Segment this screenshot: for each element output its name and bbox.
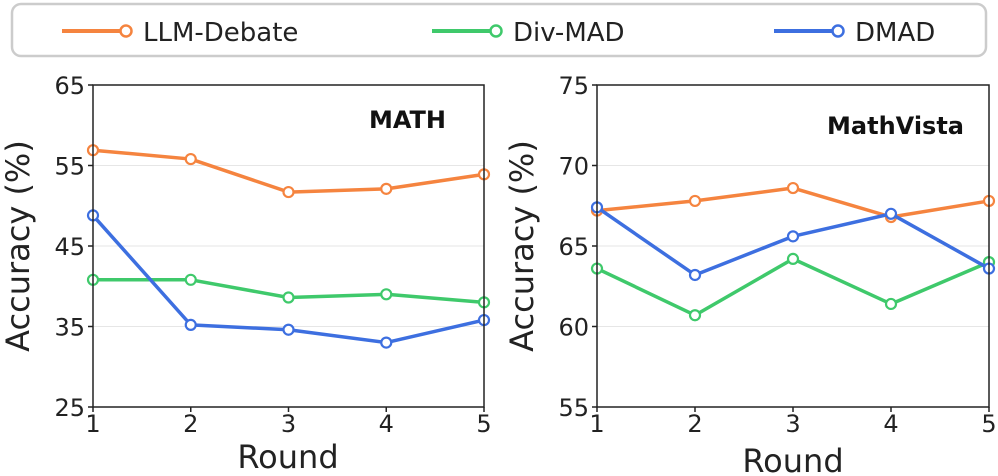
y-tick-label-mathvista-55: 55 (558, 394, 589, 422)
x-axis-label-mathvista: Round (742, 442, 843, 476)
legend-label-llm-debate: LLM-Debate (143, 18, 298, 48)
data-point-math-div-mad-round-4 (380, 288, 393, 301)
data-point-math-dmad-round-4 (380, 336, 393, 349)
legend-entry-llm-debate: LLM-Debate (62, 18, 298, 48)
y-tick-label-math-35: 35 (54, 314, 85, 342)
x-tick-label-mathvista-2: 2 (687, 410, 702, 438)
data-point-math-llm-debate-round-2 (184, 152, 197, 166)
data-point-mathvista-dmad-round-4 (884, 207, 898, 220)
legend-entry-dmad: DMAD (774, 18, 935, 48)
panel-title-mathvista: MathVista (827, 112, 964, 140)
series-math (86, 144, 491, 349)
data-point-mathvista-dmad-round-3 (786, 230, 800, 243)
x-axis-label-math: Round (237, 438, 338, 476)
data-point-mathvista-div-mad-round-3 (786, 252, 800, 265)
y-tick-label-mathvista-70: 70 (558, 153, 589, 181)
data-point-math-llm-debate-round-4 (380, 182, 393, 195)
y-tick-label-math-55: 55 (54, 153, 85, 181)
panel-mathvista: 55 60 65 70 75 1 2 3 4 5 MathVista Round Accuracy… (503, 72, 997, 476)
x-tick-label-math-4: 4 (379, 410, 394, 438)
data-point-math-dmad-round-3 (282, 323, 295, 336)
data-point-math-div-mad-round-3 (282, 291, 295, 304)
data-point-math-llm-debate-round-3 (282, 185, 295, 199)
series-mathvista (590, 181, 996, 322)
x-tick-label-math-3: 3 (281, 410, 296, 438)
y-tick-label-mathvista-75: 75 (558, 72, 589, 100)
legend-label-dmad: DMAD (855, 18, 935, 48)
x-tick-label-math-2: 2 (183, 410, 198, 438)
x-tick-label-mathvista-5: 5 (981, 410, 996, 438)
legend-marker-div-mad (489, 24, 503, 38)
x-tick-label-mathvista-1: 1 (589, 410, 604, 438)
data-point-mathvista-dmad-round-2 (688, 268, 702, 282)
y-axis-label-mathvista: Accuracy (%) (503, 140, 541, 352)
y-tick-label-math-65: 65 (54, 72, 85, 100)
x-tick-label-mathvista-3: 3 (785, 410, 800, 438)
panel-title-math: MATH (369, 106, 446, 134)
legend: LLM-Debate Div-MAD DMAD (10, 2, 988, 58)
x-tick-label-math-5: 5 (476, 410, 491, 438)
data-point-mathvista-llm-debate-round-2 (688, 194, 702, 208)
legend-marker-llm-debate (119, 24, 133, 38)
y-tick-label-math-45: 45 (54, 233, 85, 261)
legend-marker-dmad (831, 24, 845, 38)
data-point-mathvista-div-mad-round-2 (688, 309, 702, 322)
y-axis-label-math: Accuracy (%) (0, 140, 37, 352)
data-point-math-div-mad-round-2 (184, 273, 197, 286)
ticks-mathvista: 55 60 65 70 75 1 2 3 4 5 (558, 72, 996, 438)
data-point-math-dmad-round-2 (184, 318, 197, 331)
data-point-mathvista-llm-debate-round-3 (786, 181, 800, 195)
y-tick-label-math-25: 25 (54, 394, 85, 422)
y-tick-label-mathvista-60: 60 (558, 314, 589, 342)
legend-entry-div-mad: Div-MAD (432, 18, 625, 48)
gridlines-mathvista (597, 165, 989, 327)
x-tick-label-math-1: 1 (85, 410, 100, 438)
x-tick-label-mathvista-4: 4 (883, 410, 898, 438)
data-point-mathvista-div-mad-round-4 (884, 297, 898, 311)
legend-label-div-mad: Div-MAD (513, 18, 625, 48)
y-tick-label-mathvista-65: 65 (558, 233, 589, 261)
